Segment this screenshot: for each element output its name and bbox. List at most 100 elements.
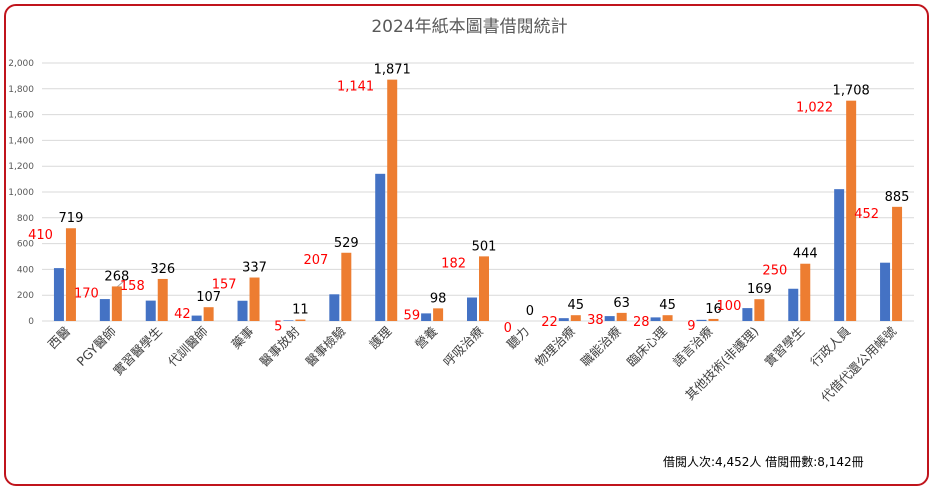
data-label-series2: 98	[430, 291, 447, 306]
bar-series1	[329, 294, 340, 321]
bar-series2	[479, 256, 489, 321]
y-tick-label: 1,000	[8, 188, 34, 198]
bar-series2	[570, 315, 581, 321]
data-label-series2: 107	[196, 290, 221, 305]
category-label: 實習醫學生	[110, 324, 165, 379]
data-label-series2: 337	[242, 261, 267, 276]
label-leader-line	[116, 280, 125, 288]
y-tick-label: 2,000	[8, 59, 34, 69]
bar-series1	[421, 313, 432, 321]
bar-series2	[295, 319, 306, 321]
bar-series1	[558, 318, 569, 321]
bar-series1	[145, 300, 156, 321]
bar-series2	[341, 252, 352, 321]
bar-series1	[375, 173, 386, 321]
bar-series2	[754, 299, 765, 321]
data-label-series1: 157	[212, 278, 237, 293]
bar-series1	[834, 189, 845, 321]
bar-series1	[237, 300, 248, 321]
bar-series2	[616, 312, 627, 321]
bar-series2	[65, 228, 76, 321]
bar-series2	[846, 100, 857, 321]
bar-series2	[800, 263, 811, 321]
bar-series1	[880, 262, 891, 321]
data-label-series2: 501	[472, 239, 497, 254]
category-label: 醫事檢驗	[302, 323, 348, 369]
y-tick-label: 800	[17, 214, 34, 224]
category-label: 護理	[366, 323, 395, 352]
data-label-series1: 452	[854, 207, 879, 222]
bar-series1	[191, 315, 202, 321]
bar-series2	[249, 277, 260, 321]
borrow-summary: 借閱人次:4,452人 借閱冊數:8,142冊	[663, 455, 864, 469]
y-tick-label: 400	[17, 265, 34, 275]
data-label-series2: 169	[747, 282, 772, 297]
data-label-series1: 9	[687, 319, 695, 334]
bar-series1	[99, 299, 110, 321]
y-tick-label: 600	[17, 240, 34, 250]
chart-frame	[4, 4, 929, 486]
data-label-series1: 182	[441, 256, 466, 271]
y-tick-label: 1,400	[8, 136, 34, 146]
data-label-series1: 1,141	[337, 80, 374, 95]
category-label: 藥事	[228, 324, 256, 352]
bar-series1	[788, 288, 799, 321]
category-label: PGY醫師	[74, 324, 119, 369]
y-tick-label: 1,800	[8, 85, 34, 95]
category-label: 職能治療	[578, 323, 624, 369]
y-tick-label: 1,200	[8, 162, 34, 172]
data-label-series1: 5	[274, 320, 282, 335]
data-label-series1: 1,022	[796, 101, 833, 116]
data-label-series2: 16	[705, 302, 722, 317]
category-label: 實習學生	[761, 324, 807, 370]
data-label-series2: 45	[568, 298, 585, 313]
bar-series2	[433, 308, 444, 321]
data-label-series2: 885	[885, 190, 910, 205]
bar-series1	[467, 297, 477, 321]
category-label: 代訓醫師	[165, 324, 211, 370]
data-label-series2: 529	[334, 236, 359, 251]
bar-series1	[742, 308, 753, 321]
y-tick-label: 0	[28, 317, 34, 327]
data-label-series2: 45	[659, 298, 676, 313]
category-label: 營養	[412, 323, 441, 352]
data-label-series1: 100	[717, 299, 742, 314]
data-label-series1: 42	[174, 307, 191, 322]
bar-series2	[708, 318, 719, 321]
bar-series1	[696, 319, 707, 321]
data-label-series1: 22	[541, 315, 558, 330]
bar-series2	[892, 206, 903, 321]
data-label-series1: 410	[28, 228, 53, 243]
data-label-series2: 1,708	[833, 84, 870, 99]
bar-series2	[157, 278, 168, 321]
data-label-series2: 1,871	[374, 63, 411, 78]
data-label-series1: 250	[762, 264, 787, 279]
data-label-series1: 38	[587, 313, 604, 328]
data-label-series1: 28	[633, 315, 650, 330]
bar-series1	[53, 268, 64, 321]
bar-series1	[604, 316, 615, 321]
data-label-series1: 170	[74, 286, 99, 301]
data-label-series2: 268	[104, 269, 129, 284]
data-label-series2: 11	[292, 303, 309, 318]
bar-series2	[387, 79, 398, 322]
data-label-series2: 0	[526, 304, 534, 319]
bar-series2	[662, 315, 673, 321]
data-label-series1: 0	[504, 321, 512, 336]
bar-series2	[203, 307, 214, 321]
category-label: 呼吸治療	[440, 323, 486, 369]
category-label: 行政人員	[807, 323, 853, 369]
data-label-series1: 59	[404, 308, 421, 323]
data-label-series1: 207	[303, 253, 328, 268]
data-label-series2: 444	[793, 247, 818, 262]
data-label-series2: 719	[59, 211, 84, 226]
bar-series1	[283, 320, 294, 321]
y-tick-label: 200	[17, 291, 34, 301]
y-tick-label: 1,600	[8, 111, 34, 121]
data-label-series2: 326	[150, 262, 175, 277]
bar-series1	[650, 317, 661, 321]
bar-series2	[111, 286, 122, 321]
chart-title: 2024年紙本圖書借閱統計	[371, 17, 568, 37]
data-label-series1: 158	[120, 279, 145, 294]
